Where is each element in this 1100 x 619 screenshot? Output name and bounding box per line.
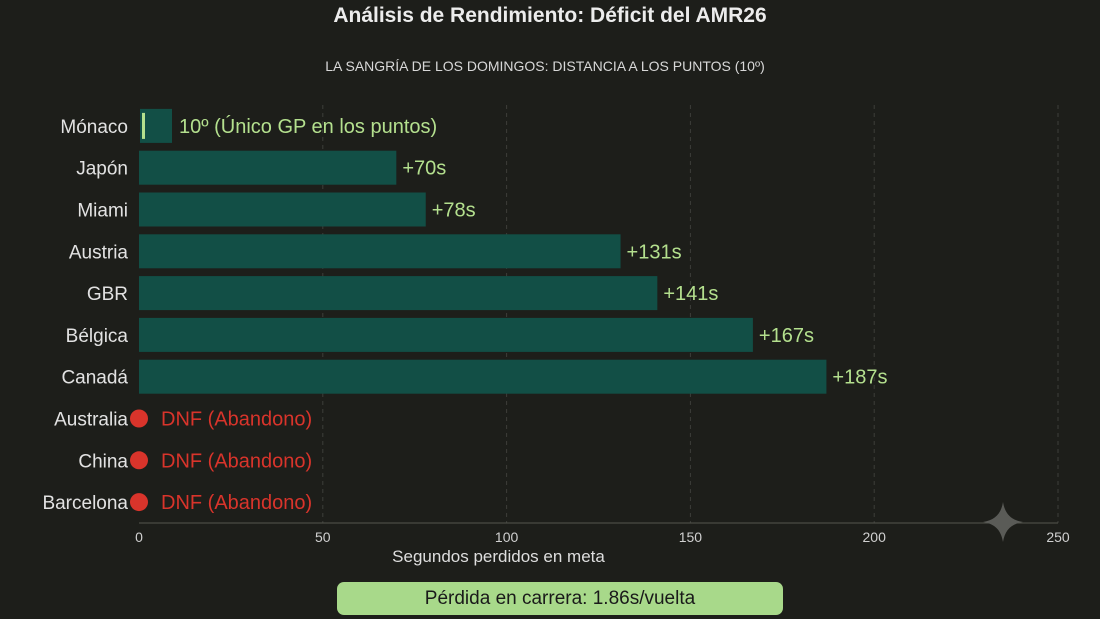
category-label: Austria	[69, 242, 129, 263]
dnf-label: DNF (Abandono)	[161, 492, 312, 514]
points-marker	[142, 112, 145, 139]
dnf-label: DNF (Abandono)	[161, 409, 312, 431]
bar-value-label: +141s	[663, 283, 718, 305]
category-label: Barcelona	[42, 493, 128, 514]
x-tick-label: 0	[135, 529, 143, 545]
race-loss-badge: Pérdida en carrera: 1.86s/vuelta	[337, 582, 783, 615]
dnf-label: DNF (Abandono)	[161, 450, 312, 472]
chart-subtitle: LA SANGRÍA DE LOS DOMINGOS: DISTANCIA A …	[325, 58, 765, 74]
x-tick-label: 150	[679, 529, 703, 545]
bar-value-label: +70s	[402, 158, 446, 180]
category-label: GBR	[87, 284, 128, 305]
x-axis-label: Segundos perdidos en meta	[392, 547, 605, 566]
dnf-marker	[130, 409, 148, 428]
chart-title: Análisis de Rendimiento: Déficit del AMR…	[333, 4, 767, 27]
bar	[139, 276, 658, 311]
bar	[139, 317, 753, 352]
category-label: Australia	[54, 410, 128, 431]
bar	[139, 192, 426, 227]
sparkle-icon	[983, 502, 1023, 542]
bar-value-label: +167s	[759, 325, 814, 347]
dnf-marker	[130, 451, 148, 470]
bar-value-label: +187s	[832, 367, 887, 389]
category-label: Canadá	[61, 368, 128, 389]
category-label: China	[78, 451, 128, 472]
points-bar	[140, 108, 172, 143]
x-tick-label: 200	[863, 529, 887, 545]
bar	[139, 234, 621, 269]
bar	[139, 359, 827, 394]
x-tick-label: 250	[1046, 529, 1070, 545]
bar	[139, 150, 397, 185]
bar-value-label: +78s	[432, 200, 476, 222]
bar-value-label: 10º (Único GP en los puntos)	[179, 115, 437, 138]
category-label: Japón	[76, 159, 128, 180]
bar-chart: 0 50 100 150 200 250 Segundos perdidos en meta…	[42, 105, 1070, 566]
bar-value-label: +131s	[627, 241, 682, 263]
x-tick-label: 100	[495, 529, 519, 545]
dnf-marker	[130, 493, 148, 512]
x-tick-label: 50	[315, 529, 331, 545]
category-label: Miami	[77, 201, 128, 222]
category-label: Bélgica	[66, 326, 129, 347]
category-label: Mónaco	[60, 117, 128, 138]
